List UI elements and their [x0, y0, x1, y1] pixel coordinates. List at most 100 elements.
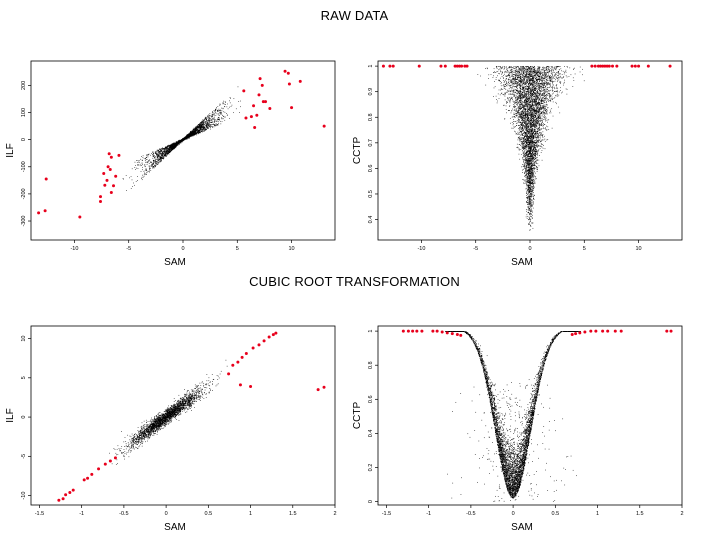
data-point: [521, 97, 522, 98]
data-point: [148, 163, 150, 164]
data-point: [159, 156, 161, 157]
data-point: [529, 165, 531, 167]
data-point: [173, 144, 175, 146]
data-point: [534, 120, 536, 122]
data-point: [516, 115, 518, 117]
data-point: [531, 105, 533, 107]
data-point: [526, 116, 527, 118]
data-point: [503, 68, 505, 70]
highlighted-point: [117, 153, 121, 157]
data-point: [528, 88, 529, 90]
data-point: [523, 109, 525, 110]
data-point: [531, 210, 533, 212]
data-point: [525, 144, 526, 146]
data-point: [199, 132, 200, 133]
data-point: [516, 143, 518, 145]
y-tick-label: 0.8: [368, 113, 374, 121]
data-point: [531, 133, 533, 135]
data-point: [153, 161, 155, 163]
y-tick-label: 0.4: [368, 216, 374, 224]
data-point: [190, 132, 192, 134]
data-point: [202, 119, 204, 121]
data-point: [559, 77, 561, 79]
data-point: [509, 75, 511, 76]
data-point: [539, 104, 541, 106]
data-point: [534, 126, 536, 127]
data-point: [519, 88, 521, 90]
data-point: [530, 155, 532, 156]
data-point: [532, 94, 534, 95]
data-point: [530, 114, 531, 116]
data-point: [535, 89, 537, 90]
data-point: [531, 66, 533, 68]
data-point: [527, 179, 529, 181]
data-point: [522, 89, 524, 91]
data-point: [202, 123, 203, 125]
data-point: [208, 124, 210, 126]
data-point: [550, 68, 552, 69]
data-point: [176, 143, 178, 145]
data-point: [534, 128, 536, 130]
data-point: [171, 145, 172, 147]
data-point: [533, 112, 535, 114]
data-point: [546, 99, 548, 101]
data-point: [160, 160, 162, 161]
data-point: [532, 137, 534, 139]
data-point: [526, 127, 527, 128]
data-point: [511, 74, 513, 76]
data-point: [186, 137, 188, 138]
data-point: [526, 125, 528, 126]
data-point: [517, 84, 519, 86]
data-point: [555, 79, 556, 81]
data-point: [217, 109, 219, 111]
highlighted-point: [37, 211, 41, 215]
data-point: [527, 88, 529, 90]
data-point: [535, 124, 537, 126]
data-point: [531, 113, 533, 115]
data-point: [518, 96, 520, 98]
data-point: [532, 178, 534, 180]
data-point: [165, 147, 166, 149]
data-point: [208, 116, 210, 117]
data-point: [536, 120, 538, 122]
data-point: [175, 142, 176, 144]
data-point: [529, 85, 530, 87]
data-point: [523, 117, 524, 119]
data-point: [201, 125, 203, 126]
data-point: [530, 166, 532, 168]
data-point: [531, 78, 532, 80]
data-point: [535, 111, 537, 113]
data-point: [201, 122, 203, 124]
data-point: [523, 108, 525, 110]
data-point: [219, 118, 220, 120]
data-point: [161, 151, 163, 153]
data-point: [166, 150, 168, 151]
data-point: [528, 181, 530, 183]
data-point: [214, 125, 216, 127]
data-point: [535, 116, 537, 117]
data-point: [543, 84, 545, 86]
data-point: [173, 145, 175, 146]
data-point: [539, 93, 541, 95]
data-point: [217, 106, 219, 107]
data-point: [525, 180, 527, 182]
data-point: [146, 162, 148, 164]
data-point: [206, 119, 207, 121]
data-point: [549, 87, 550, 88]
data-point: [519, 93, 521, 94]
data-point: [514, 68, 516, 69]
data-point: [525, 74, 527, 76]
data-point: [519, 107, 521, 109]
data-point: [200, 132, 202, 134]
x-axis-label: SAM: [511, 257, 533, 268]
data-point: [202, 124, 204, 125]
data-point: [535, 153, 537, 155]
data-point: [552, 66, 553, 68]
data-point: [544, 76, 546, 78]
data-point: [529, 144, 530, 145]
data-point: [531, 196, 533, 197]
data-point: [539, 107, 541, 109]
data-point: [524, 76, 526, 77]
data-point: [193, 127, 195, 129]
data-point: [197, 124, 199, 125]
